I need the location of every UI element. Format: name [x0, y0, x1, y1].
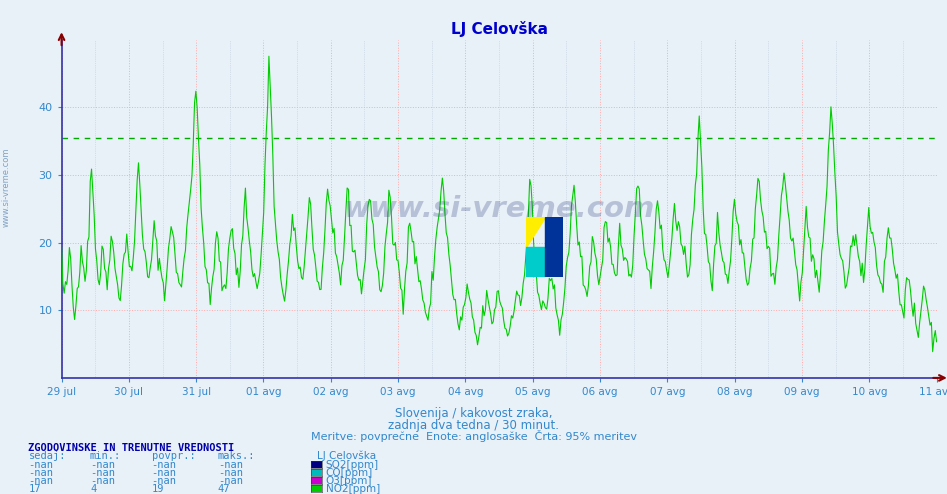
Text: SO2[ppm]: SO2[ppm] [326, 460, 379, 470]
Text: -nan: -nan [90, 476, 115, 486]
Text: O3[ppm]: O3[ppm] [326, 476, 372, 486]
Text: -nan: -nan [90, 468, 115, 478]
Title: LJ Celovška: LJ Celovška [451, 21, 547, 37]
Polygon shape [545, 217, 563, 277]
Text: -nan: -nan [218, 468, 242, 478]
Text: min.:: min.: [90, 452, 121, 461]
Text: zadnja dva tedna / 30 minut.: zadnja dva tedna / 30 minut. [388, 419, 559, 432]
Text: -nan: -nan [28, 460, 53, 470]
Text: CO[ppm]: CO[ppm] [326, 468, 373, 478]
Text: ZGODOVINSKE IN TRENUTNE VREDNOSTI: ZGODOVINSKE IN TRENUTNE VREDNOSTI [28, 443, 235, 453]
Text: sedaj:: sedaj: [28, 452, 66, 461]
Text: www.si-vreme.com: www.si-vreme.com [2, 148, 11, 227]
Text: -nan: -nan [152, 468, 176, 478]
Text: 17: 17 [28, 484, 41, 494]
Text: 19: 19 [152, 484, 164, 494]
Text: -nan: -nan [28, 468, 53, 478]
Text: maks.:: maks.: [218, 452, 256, 461]
Text: LJ Celovška: LJ Celovška [317, 451, 376, 461]
Text: 4: 4 [90, 484, 97, 494]
Text: -nan: -nan [28, 476, 53, 486]
Text: www.si-vreme.com: www.si-vreme.com [344, 195, 654, 223]
Text: -nan: -nan [152, 476, 176, 486]
Text: -nan: -nan [218, 460, 242, 470]
Polygon shape [526, 217, 545, 247]
Text: 47: 47 [218, 484, 230, 494]
Text: Slovenija / kakovost zraka,: Slovenija / kakovost zraka, [395, 408, 552, 420]
Text: -nan: -nan [90, 460, 115, 470]
Text: Meritve: povprečne  Enote: anglosaške  Črta: 95% meritev: Meritve: povprečne Enote: anglosaške Črt… [311, 430, 636, 442]
Text: -nan: -nan [218, 476, 242, 486]
Text: povpr.:: povpr.: [152, 452, 195, 461]
Polygon shape [526, 247, 545, 277]
Text: NO2[ppm]: NO2[ppm] [326, 484, 380, 494]
Text: -nan: -nan [152, 460, 176, 470]
